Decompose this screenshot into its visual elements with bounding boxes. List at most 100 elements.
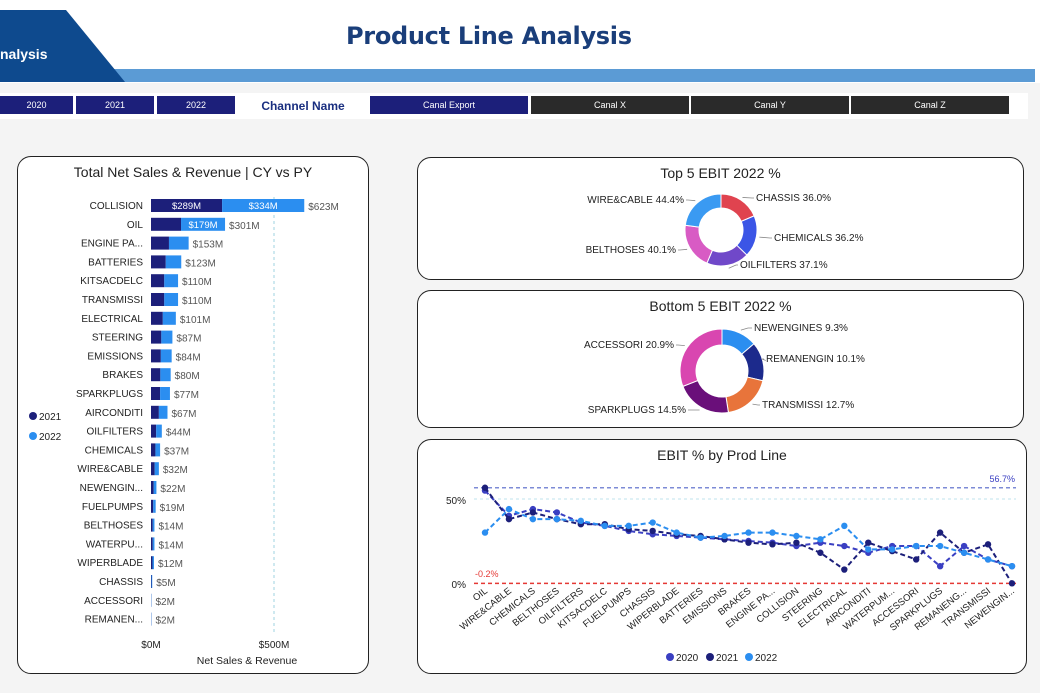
channel-z-button[interactable]: Canal Z <box>851 96 1009 114</box>
bar-2022 <box>156 424 162 438</box>
bar-category-label: KITSACDELC <box>80 276 143 287</box>
line-point-2020 <box>841 542 848 550</box>
bar-total-label: $12M <box>158 559 183 570</box>
donut-label: BELTHOSES 40.1% <box>586 245 677 256</box>
channel-export-button[interactable]: Canal Export <box>370 96 528 114</box>
line-point-2020 <box>553 509 561 516</box>
bar-2021 <box>151 217 182 231</box>
line-point-2022 <box>481 529 489 536</box>
year-2022-button[interactable]: 2022 <box>157 96 235 114</box>
line-point-2021 <box>649 527 656 535</box>
bar-total-label: $37M <box>164 446 189 457</box>
bar-category-label: EMISSIONS <box>87 351 143 362</box>
bar-2022 <box>158 405 168 419</box>
line-point-2021 <box>769 541 776 548</box>
bar-chart-panel: Total Net Sales & Revenue | CY vs PY COL… <box>17 156 369 674</box>
line-point-2022 <box>1008 563 1016 570</box>
bar-category-label: WIRE&CABLE <box>77 464 143 475</box>
channel-x-button[interactable]: Canal X <box>531 96 689 114</box>
line-point-2021 <box>793 539 800 546</box>
line-point-2020 <box>960 542 968 550</box>
line-point-2022 <box>529 515 537 523</box>
legend-2022-marker <box>29 432 37 440</box>
donut-leader-line <box>678 248 688 251</box>
bar-total-label: $623M <box>308 202 339 213</box>
donut-label: SPARKPLUGS 14.5% <box>588 405 686 416</box>
bar-2022 <box>152 537 155 551</box>
line-point-2022 <box>745 529 752 536</box>
line-point-2022 <box>793 532 800 540</box>
bar-2022 <box>161 330 173 344</box>
bar-total-label: $110M <box>182 277 212 288</box>
bar-2021 <box>151 199 223 212</box>
bar-category-label: SPARKPLUGS <box>76 389 143 400</box>
bar-2022 <box>164 293 179 306</box>
bar-total-label: $32M <box>163 465 188 476</box>
line-series-2020 <box>484 489 1013 568</box>
line-point-2022 <box>984 556 992 563</box>
bar-category-label: AIRCONDITI <box>85 408 143 419</box>
bar-2022 <box>165 255 182 269</box>
bar-2022 <box>154 462 159 476</box>
bar-xaxis-title: Net Sales & Revenue <box>197 655 298 667</box>
bar-2022 <box>153 499 156 513</box>
bar-total-label: $84M <box>176 352 201 363</box>
line-point-2021 <box>505 515 513 523</box>
bar-2022-label: $334M <box>249 201 278 212</box>
year-2020-button[interactable]: 2020 <box>0 96 73 114</box>
bar-category-label: WIPERBLADE <box>77 558 143 569</box>
top5-donut: CHASSIS 36.0% CHEMICALS 36.2% OILFILTERS 3… <box>586 193 864 271</box>
donut-label: TRANSMISSI 12.7% <box>762 400 854 411</box>
ytick-50: 50% <box>446 496 466 507</box>
year-2021-button[interactable]: 2021 <box>76 96 154 114</box>
line-point-2022 <box>649 519 656 526</box>
line-point-2021 <box>936 529 944 536</box>
legend-2020-label: 2020 <box>676 653 699 664</box>
bar-2021 <box>151 499 154 513</box>
bar-2021 <box>151 330 162 344</box>
bar-2022 <box>162 311 176 325</box>
bar-2021 <box>151 518 153 532</box>
bar-category-label: BRAKES <box>102 370 143 381</box>
line-point-2022 <box>769 529 776 536</box>
line-point-2022 <box>841 522 848 530</box>
line-point-2021 <box>529 509 537 516</box>
bar-2022 <box>152 518 155 532</box>
bar-total-label: $301M <box>229 221 260 232</box>
bar-2022 <box>155 443 161 457</box>
bar-category-label: OILFILTERS <box>87 427 144 438</box>
bar-total-label: $44M <box>166 428 191 439</box>
bar-category-label: COLLISION <box>90 201 143 212</box>
channel-y-button[interactable]: Canal Y <box>691 96 849 114</box>
line-chart: 50% 0% OILWIRE&CABLECHEMICALSBELTHOSESOI… <box>446 474 1017 664</box>
bar-2021 <box>151 236 169 250</box>
bar-2022 <box>168 236 189 250</box>
bar-2021 <box>151 387 161 400</box>
line-point-2021 <box>865 539 872 546</box>
donut-leader-line <box>761 358 766 361</box>
bar-total-label: $14M <box>158 522 183 533</box>
channel-label: Channel Name <box>261 99 345 113</box>
line-point-2022 <box>817 536 824 543</box>
donut-leader-line <box>676 344 685 347</box>
bar-category-label: TRANSMISSI <box>82 295 143 306</box>
legend-2020-marker <box>666 653 674 661</box>
donut-leader-line <box>728 264 738 269</box>
bar-2021 <box>151 293 165 306</box>
line-series-2022 <box>484 507 1013 568</box>
bar-category-label: ACCESSORI <box>84 596 143 607</box>
line-point-2022 <box>721 532 728 540</box>
bar-2022 <box>222 199 305 212</box>
top5-title: Top 5 EBIT 2022 % <box>660 165 781 181</box>
bar-category-label: CHASSIS <box>99 577 143 588</box>
legend-2021-label: 2021 <box>716 653 739 664</box>
bar-2022 <box>160 349 172 363</box>
bar-total-label: $14M <box>158 540 183 551</box>
donut-leader-line <box>752 403 760 406</box>
page-title: Product Line Analysis <box>346 22 632 50</box>
donut-label: WIRE&CABLE 44.4% <box>587 195 684 206</box>
line-point-2022 <box>505 505 513 513</box>
legend-2021-marker <box>706 653 714 661</box>
legend-2022-marker <box>745 653 753 661</box>
bar-2021 <box>151 462 155 476</box>
